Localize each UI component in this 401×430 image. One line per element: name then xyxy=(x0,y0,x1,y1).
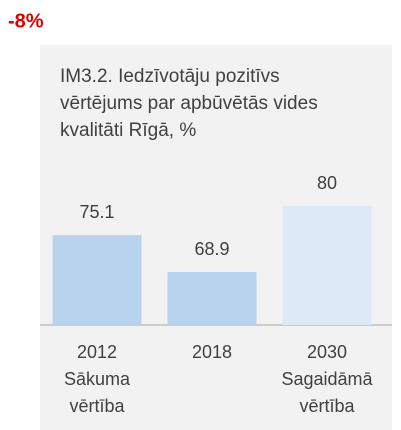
chart-title: IM3.2. Iedzīvotāju pozitīvs xyxy=(60,66,280,87)
x-tick-label: 2030 xyxy=(307,342,347,362)
x-tick-label: Sagaidāmā xyxy=(281,369,373,389)
x-tick-label: vērtība xyxy=(69,396,125,416)
bar xyxy=(282,206,372,325)
x-tick-label: Sākuma xyxy=(64,369,131,389)
chart-title: kvalitāti Rīgā, % xyxy=(60,120,196,141)
bar xyxy=(167,272,257,325)
value-label: 80 xyxy=(317,173,337,193)
x-tick-label: 2012 xyxy=(77,342,117,362)
x-tick-label: 2018 xyxy=(192,342,232,362)
value-label: 75.1 xyxy=(79,202,114,222)
change-label: -8% xyxy=(8,10,44,32)
value-label: 68.9 xyxy=(194,239,229,259)
x-tick-label: vērtība xyxy=(299,396,355,416)
bar xyxy=(52,235,142,325)
chart-title: vērtējums par apbūvētās vides xyxy=(60,93,318,114)
